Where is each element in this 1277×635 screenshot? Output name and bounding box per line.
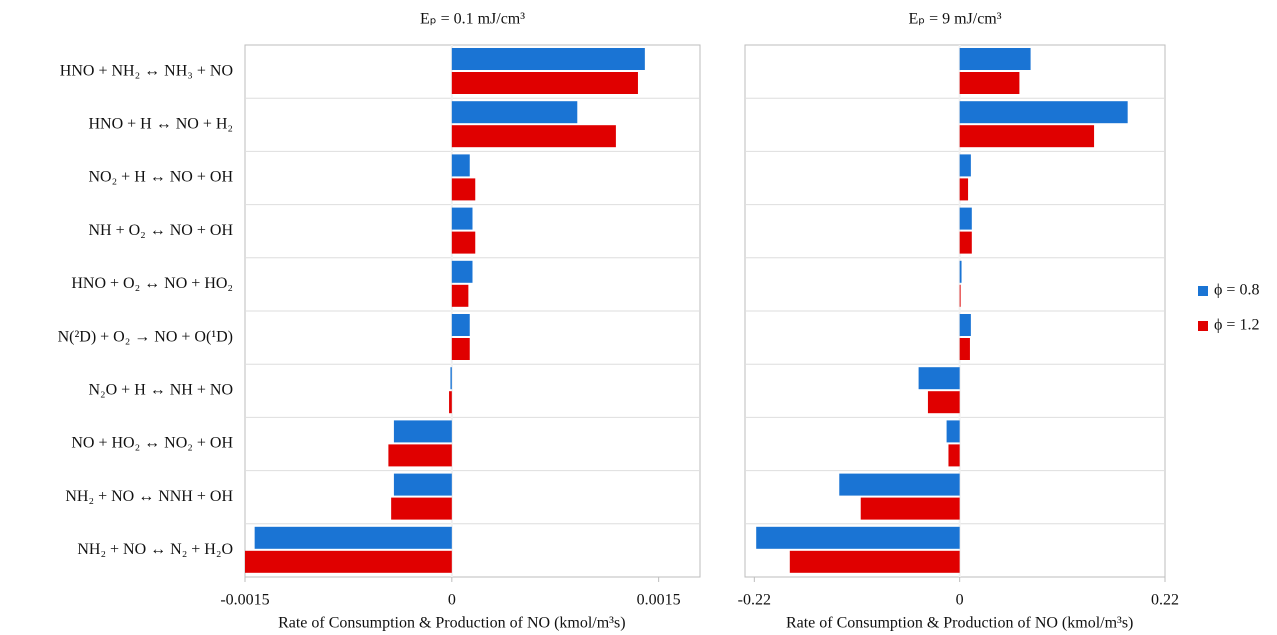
y-tick-label: NH₂ + NO ↔ NNH + OH: [65, 488, 233, 505]
bar: [451, 231, 476, 254]
legend-label: ϕ = 1.2: [1214, 317, 1259, 334]
bar: [959, 72, 1020, 94]
bar: [451, 260, 473, 283]
bar: [789, 550, 960, 573]
bar: [451, 284, 469, 307]
bar: [959, 101, 1128, 124]
bar: [756, 526, 960, 549]
bar: [959, 154, 971, 177]
bar: [393, 473, 452, 496]
bar: [959, 207, 972, 230]
x-tick-label: 0: [448, 592, 456, 609]
chart-title: Eₚ = 0.1 mJ/cm³: [420, 11, 525, 28]
bar: [451, 178, 476, 201]
y-tick-label: HNO + NH₂ ↔ NH₃ + NO: [60, 62, 233, 79]
y-tick-label: NO₂ + H ↔ NO + OH: [88, 169, 233, 186]
bar: [391, 497, 452, 520]
legend-swatch: [1198, 286, 1208, 296]
x-tick-label: 0.0015: [637, 592, 681, 609]
y-tick-label: NH + O₂ ↔ NO + OH: [88, 222, 233, 239]
bar: [959, 314, 971, 336]
bar: [451, 338, 470, 360]
bar: [451, 48, 645, 70]
bar: [393, 420, 452, 443]
x-axis-label: Rate of Consumption & Production of NO (…: [278, 615, 625, 632]
x-tick-label: -0.0015: [220, 592, 269, 609]
y-tick-label: HNO + O₂ ↔ NO + HO₂: [71, 275, 233, 292]
x-tick-label: 0.22: [1151, 592, 1179, 609]
x-tick-label: 0: [956, 592, 964, 609]
bar: [449, 391, 452, 414]
bar: [451, 72, 638, 94]
chart-title: Eₚ = 9 mJ/cm³: [908, 11, 1001, 28]
legend-swatch: [1198, 321, 1208, 331]
x-axis-label: Rate of Consumption & Production of NO (…: [786, 615, 1133, 632]
bar: [959, 231, 972, 254]
bar: [927, 391, 960, 414]
bar: [451, 101, 578, 124]
x-tick-label: -0.22: [738, 592, 771, 609]
y-tick-label: NO + HO₂ ↔ NO₂ + OH: [71, 435, 233, 452]
bar: [948, 444, 960, 467]
y-tick-label: N₂O + H ↔ NH + NO: [88, 381, 233, 398]
y-tick-label: N(²D) + O₂ → NO + O(¹D): [58, 328, 233, 345]
bar: [860, 497, 960, 520]
bar: [959, 125, 1095, 148]
bar: [959, 284, 961, 307]
bar: [946, 420, 960, 443]
bar: [451, 314, 470, 336]
bar: [450, 367, 452, 390]
legend-label: ϕ = 0.8: [1214, 282, 1259, 299]
bar: [959, 178, 969, 201]
bar: [451, 207, 473, 230]
bar: [959, 48, 1031, 70]
bar: [959, 338, 970, 360]
bar: [451, 154, 470, 177]
y-tick-label: HNO + H ↔ NO + H₂: [88, 115, 233, 132]
bar: [245, 550, 452, 573]
bar: [254, 526, 452, 549]
bar: [918, 367, 960, 390]
y-tick-label: NH₂ + NO ↔ N₂ + H₂O: [77, 541, 233, 558]
bar: [839, 473, 960, 496]
bar: [451, 125, 616, 148]
bar: [959, 260, 962, 283]
bar: [388, 444, 452, 467]
